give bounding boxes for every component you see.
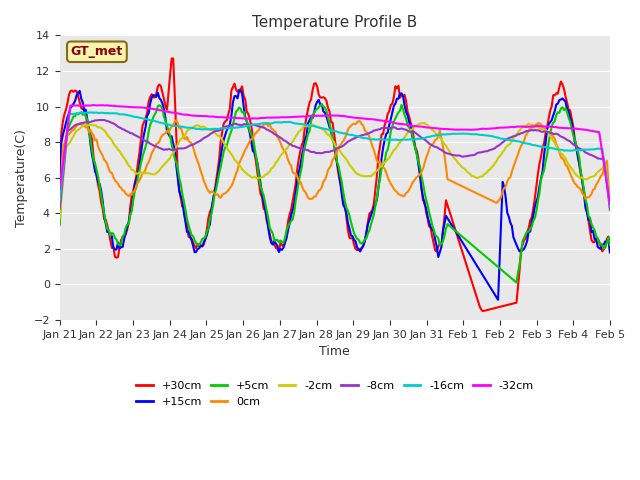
-32cm	[249, 116, 257, 121]
-32cm	[298, 114, 306, 120]
-2cm	[420, 120, 428, 126]
+5cm	[296, 170, 304, 176]
Title: Temperature Profile B: Temperature Profile B	[252, 15, 417, 30]
Line: -8cm: -8cm	[60, 120, 610, 210]
+15cm	[220, 137, 228, 143]
+5cm	[248, 132, 255, 138]
-16cm	[240, 124, 248, 130]
-16cm	[298, 121, 306, 127]
Line: +15cm: +15cm	[60, 90, 610, 300]
-8cm	[125, 129, 132, 135]
+5cm	[238, 109, 246, 115]
+30cm	[579, 179, 586, 185]
+30cm	[249, 135, 257, 141]
-16cm	[606, 203, 614, 208]
0cm	[56, 204, 63, 209]
-16cm	[56, 197, 63, 203]
Y-axis label: Temperature(C): Temperature(C)	[15, 129, 28, 227]
Line: -2cm: -2cm	[60, 123, 610, 218]
+5cm	[513, 280, 520, 286]
-2cm	[606, 204, 614, 210]
-2cm	[577, 175, 585, 180]
+15cm	[494, 297, 502, 303]
+30cm	[606, 248, 614, 253]
Line: 0cm: 0cm	[60, 120, 610, 207]
-16cm	[125, 112, 132, 118]
0cm	[606, 204, 614, 210]
Line: +5cm: +5cm	[60, 105, 610, 283]
-8cm	[577, 146, 585, 152]
-8cm	[249, 122, 257, 128]
-32cm	[90, 102, 97, 108]
0cm	[240, 151, 248, 156]
+5cm	[579, 177, 586, 182]
-32cm	[56, 186, 63, 192]
+30cm	[124, 227, 131, 232]
-16cm	[577, 147, 585, 153]
-16cm	[249, 122, 257, 128]
+15cm	[606, 250, 614, 255]
+15cm	[579, 179, 586, 185]
-2cm	[248, 174, 255, 180]
+30cm	[168, 56, 175, 61]
+5cm	[56, 222, 63, 228]
+15cm	[240, 104, 248, 109]
+15cm	[298, 153, 306, 158]
-2cm	[56, 216, 63, 221]
X-axis label: Time: Time	[319, 345, 350, 359]
+5cm	[124, 222, 131, 228]
-2cm	[124, 160, 131, 166]
-8cm	[240, 121, 248, 127]
-2cm	[238, 167, 246, 172]
+5cm	[606, 242, 614, 248]
+5cm	[220, 149, 228, 155]
+30cm	[298, 142, 306, 148]
0cm	[124, 192, 131, 198]
0cm	[577, 187, 585, 192]
-32cm	[606, 201, 614, 207]
-8cm	[298, 146, 306, 152]
-8cm	[221, 124, 229, 130]
+5cm	[397, 102, 405, 108]
0cm	[298, 183, 306, 189]
0cm	[221, 191, 229, 196]
Line: -32cm: -32cm	[60, 105, 610, 204]
Line: -16cm: -16cm	[60, 112, 610, 205]
0cm	[249, 135, 257, 141]
+15cm	[56, 188, 63, 194]
-32cm	[577, 126, 585, 132]
+15cm	[237, 87, 244, 93]
-32cm	[221, 115, 229, 120]
+15cm	[124, 223, 131, 229]
-32cm	[240, 116, 248, 121]
+30cm	[240, 94, 248, 99]
Text: GT_met: GT_met	[71, 45, 123, 58]
-32cm	[125, 104, 132, 110]
-8cm	[96, 117, 104, 123]
-2cm	[296, 128, 304, 133]
Legend: +30cm, +15cm, +5cm, 0cm, -2cm, -8cm, -16cm, -32cm: +30cm, +15cm, +5cm, 0cm, -2cm, -8cm, -16…	[131, 377, 538, 411]
Line: +30cm: +30cm	[60, 59, 610, 311]
-2cm	[220, 140, 228, 146]
0cm	[172, 117, 180, 123]
+15cm	[249, 148, 257, 154]
+30cm	[479, 308, 486, 314]
+30cm	[56, 185, 63, 191]
-8cm	[606, 207, 614, 213]
+30cm	[221, 119, 229, 124]
-16cm	[221, 125, 229, 131]
-8cm	[56, 205, 63, 211]
-16cm	[86, 109, 94, 115]
